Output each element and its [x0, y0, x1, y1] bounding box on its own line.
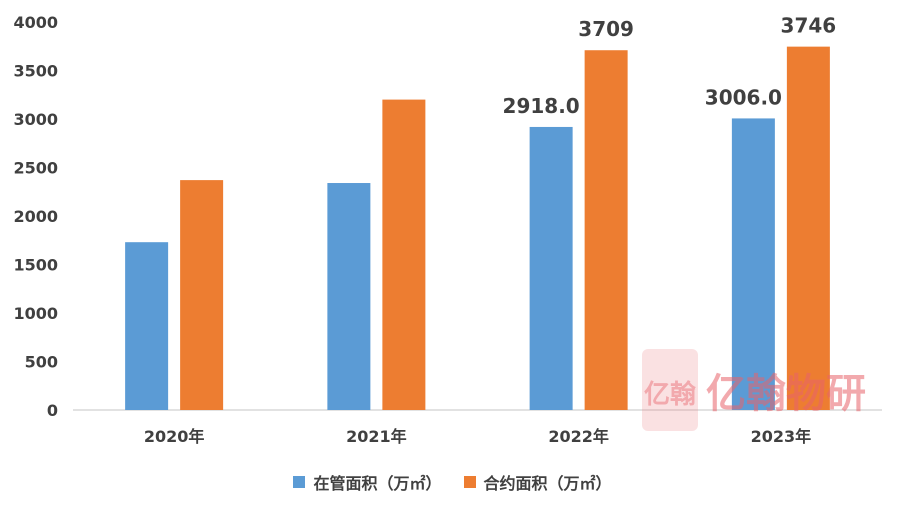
y-tick-label: 0 [47, 401, 58, 420]
data-label: 3006.0 [705, 85, 782, 109]
legend-item-managed-area[interactable]: 在管面积（万㎡） [293, 470, 442, 494]
watermark-mark-box [642, 349, 698, 431]
y-tick-label: 3500 [13, 62, 58, 81]
y-tick-label: 1500 [13, 256, 58, 275]
watermark-logo: 亿翰 亿翰物研 [642, 349, 866, 431]
bar-managed[interactable] [529, 126, 573, 410]
bar-managed[interactable] [731, 118, 775, 410]
watermark-text: 亿翰物研 [706, 371, 866, 417]
data-label: 3746 [781, 14, 837, 38]
data-label: 2918.0 [503, 94, 580, 118]
bar-contracted[interactable] [786, 46, 830, 410]
y-tick-label: 2000 [13, 207, 58, 226]
data-label: 3709 [578, 17, 634, 41]
y-tick-label: 3000 [13, 110, 58, 129]
legend-item-contracted-area[interactable]: 合约面积（万㎡） [463, 470, 612, 494]
y-tick-label: 1000 [13, 304, 58, 323]
x-category-label: 2020年 [144, 427, 205, 446]
bar-contracted[interactable] [382, 99, 426, 410]
legend-swatch-managed [293, 476, 306, 488]
watermark-mark-text: 亿翰 [644, 379, 696, 410]
y-tick-label: 500 [25, 353, 58, 372]
legend-label-contracted: 合约面积（万㎡） [483, 474, 612, 493]
legend: 在管面积（万㎡） 合约面积（万㎡） [0, 470, 905, 494]
y-axis: 0 500 1000 1500 2000 2500 3000 3500 4000 [13, 13, 58, 420]
x-category-label: 2022年 [548, 427, 609, 446]
x-category-label: 2021年 [346, 427, 407, 446]
bars [125, 46, 830, 411]
y-tick-label: 4000 [13, 13, 58, 32]
x-category-label: 2023年 [751, 427, 812, 446]
bar-contracted[interactable] [180, 180, 224, 410]
y-tick-label: 2500 [13, 159, 58, 178]
bar-managed[interactable] [327, 183, 371, 410]
bar-contracted[interactable] [584, 50, 628, 411]
x-axis-categories: 2020年 2021年 2022年 2023年 [144, 427, 811, 446]
legend-swatch-contracted [463, 476, 476, 488]
bar-managed[interactable] [125, 242, 169, 410]
data-labels: 2918.0 3709 3006.0 3746 [503, 14, 837, 118]
legend-label-managed: 在管面积（万㎡） [313, 474, 442, 493]
